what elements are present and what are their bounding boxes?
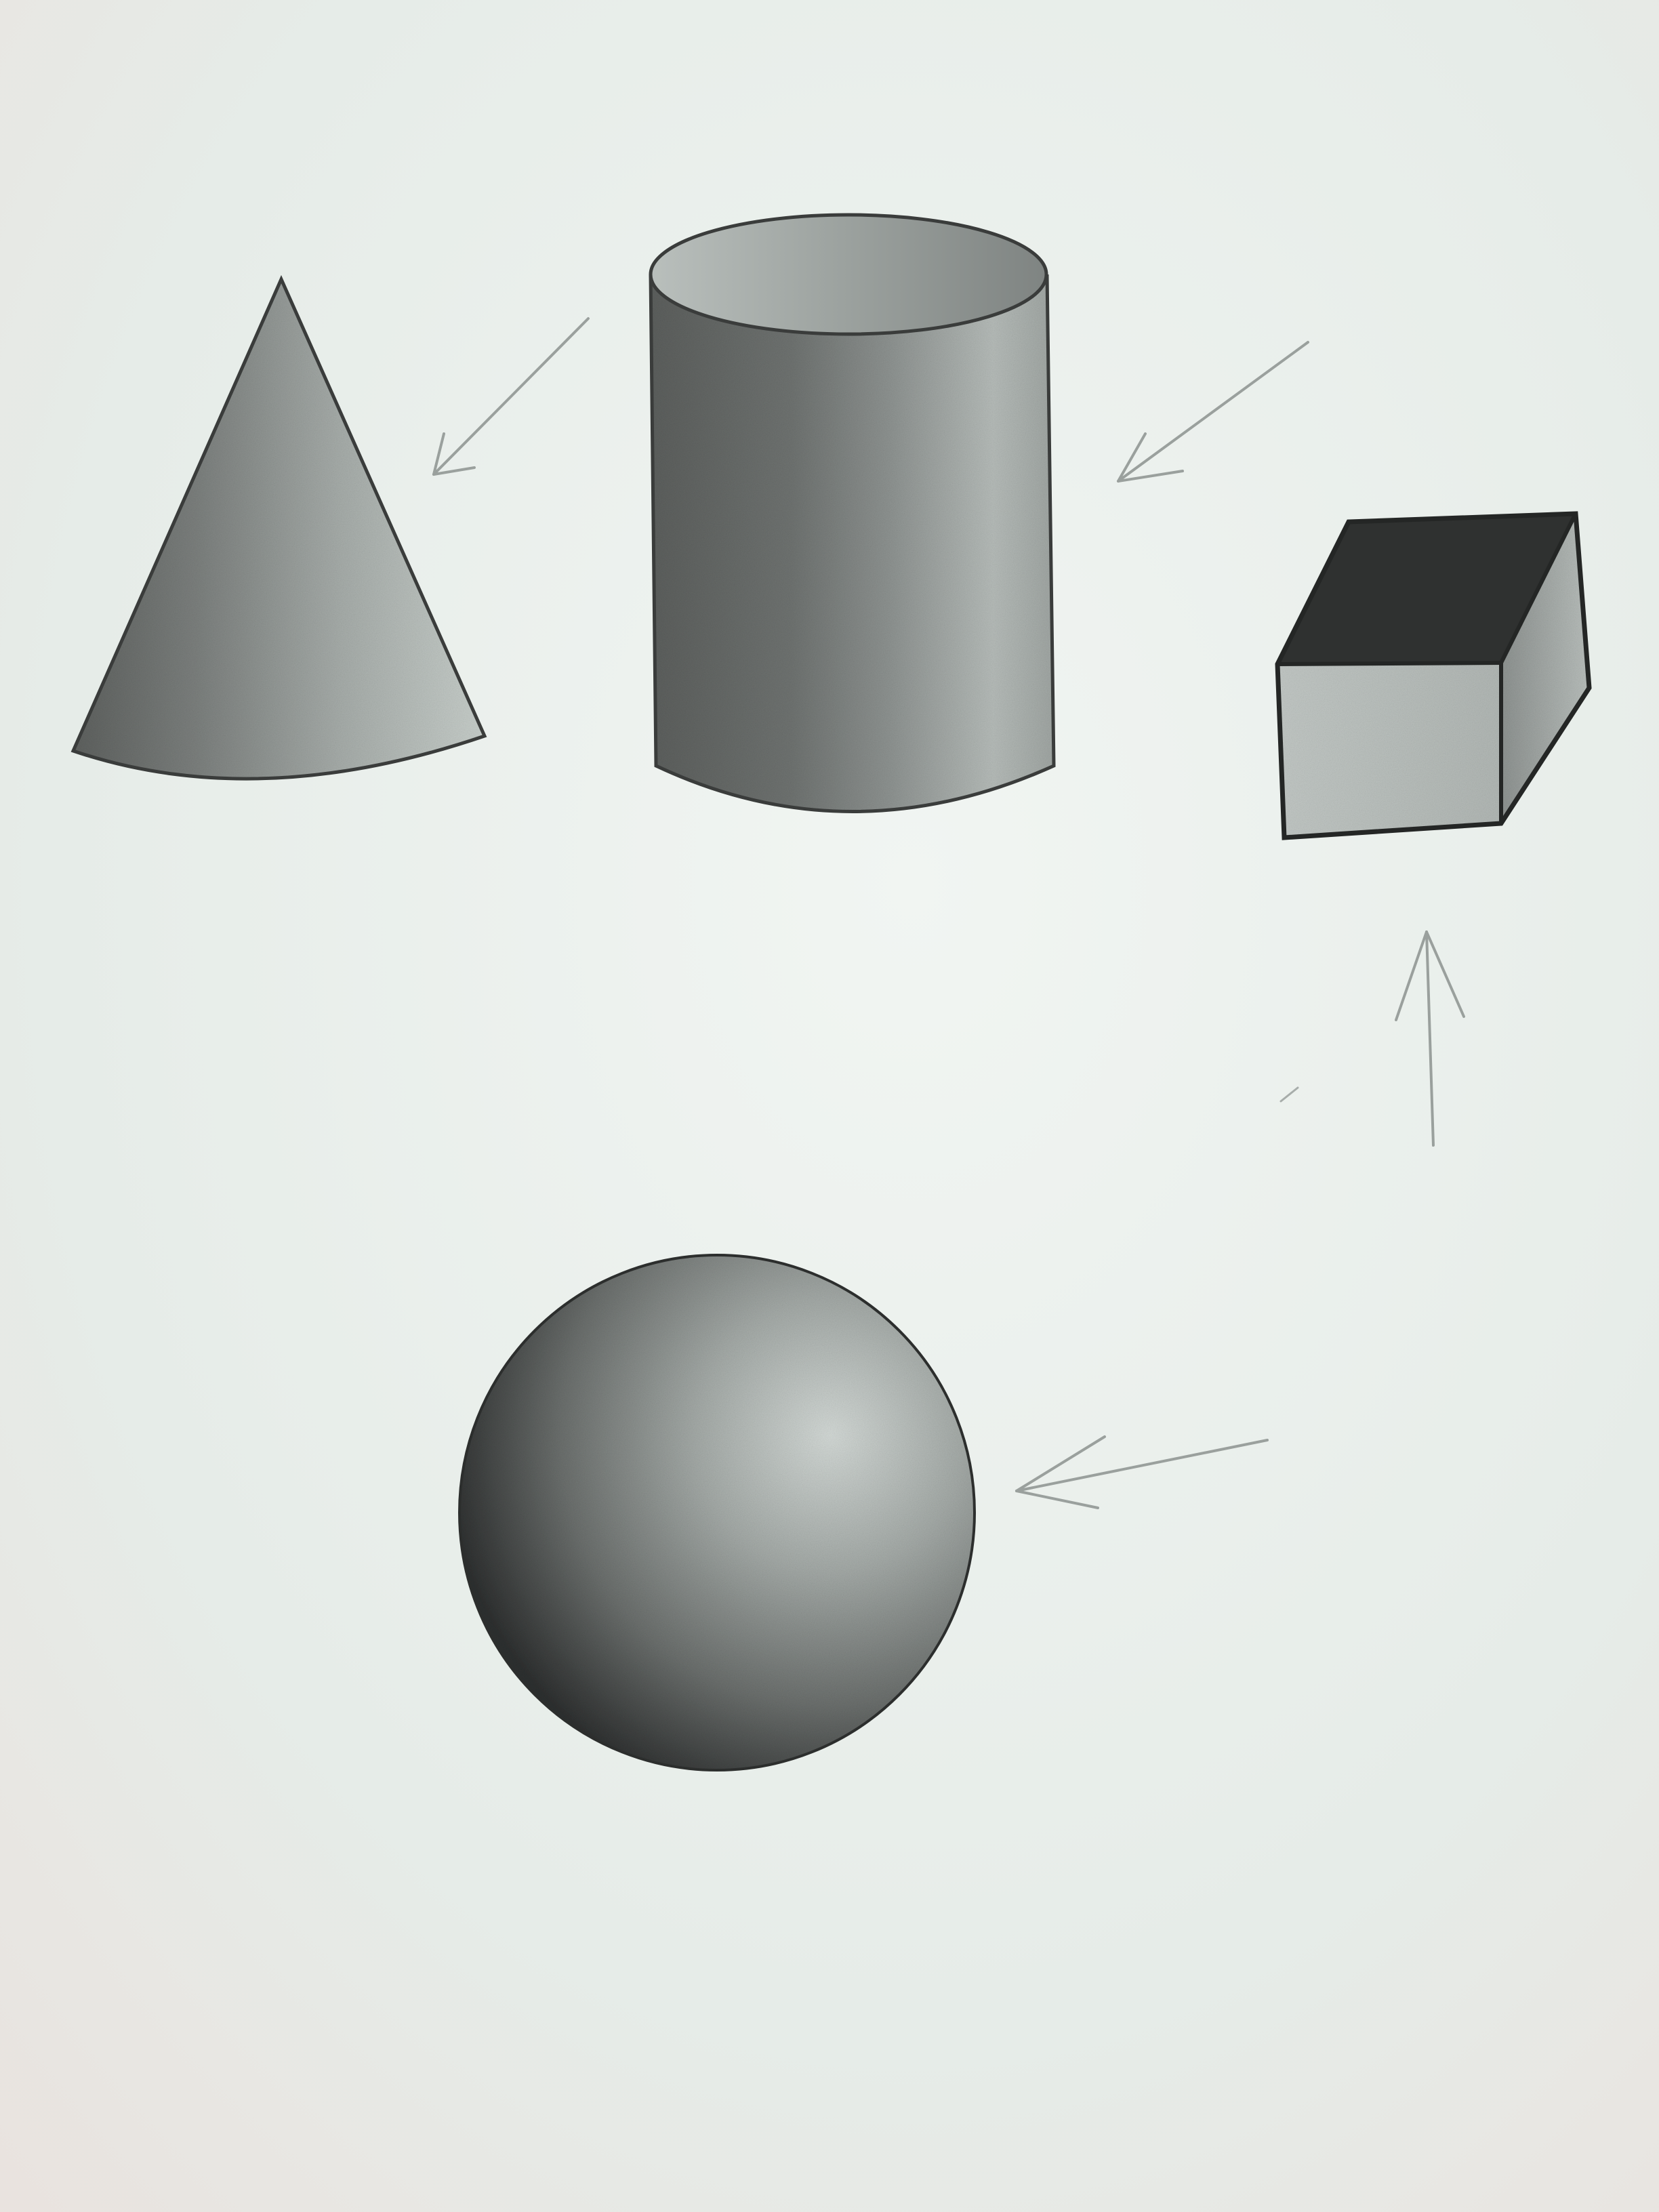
sphere-icon <box>458 1254 976 1771</box>
arrow-cone-icon <box>432 317 590 476</box>
stray-pencil-mark-icon <box>1279 1086 1299 1103</box>
cone-icon <box>70 274 487 781</box>
cube-icon <box>1275 511 1592 840</box>
arrow-cylinder-icon <box>1117 341 1309 483</box>
cylinder-icon <box>649 213 1056 813</box>
arrow-sphere-icon <box>1015 1435 1269 1509</box>
arrow-cube-icon <box>1395 930 1465 1147</box>
